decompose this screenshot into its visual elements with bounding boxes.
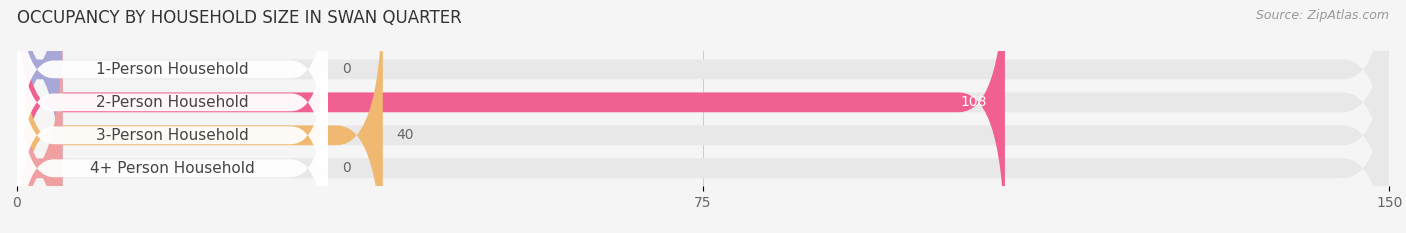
Text: 4+ Person Household: 4+ Person Household	[90, 161, 254, 176]
FancyBboxPatch shape	[17, 0, 1389, 233]
FancyBboxPatch shape	[17, 0, 1005, 233]
Text: 108: 108	[960, 95, 987, 109]
FancyBboxPatch shape	[17, 0, 328, 225]
FancyBboxPatch shape	[17, 13, 1389, 233]
FancyBboxPatch shape	[17, 12, 328, 233]
FancyBboxPatch shape	[17, 0, 63, 224]
FancyBboxPatch shape	[17, 0, 1389, 233]
FancyBboxPatch shape	[17, 0, 1389, 224]
Text: 2-Person Household: 2-Person Household	[96, 95, 249, 110]
FancyBboxPatch shape	[17, 0, 382, 233]
Text: Source: ZipAtlas.com: Source: ZipAtlas.com	[1256, 9, 1389, 22]
Text: 0: 0	[342, 62, 350, 76]
Text: 1-Person Household: 1-Person Household	[96, 62, 249, 77]
Text: 40: 40	[396, 128, 413, 142]
Text: 0: 0	[342, 161, 350, 175]
Text: OCCUPANCY BY HOUSEHOLD SIZE IN SWAN QUARTER: OCCUPANCY BY HOUSEHOLD SIZE IN SWAN QUAR…	[17, 9, 461, 27]
FancyBboxPatch shape	[17, 0, 328, 192]
Text: 3-Person Household: 3-Person Household	[96, 128, 249, 143]
FancyBboxPatch shape	[17, 45, 328, 233]
FancyBboxPatch shape	[17, 13, 63, 233]
